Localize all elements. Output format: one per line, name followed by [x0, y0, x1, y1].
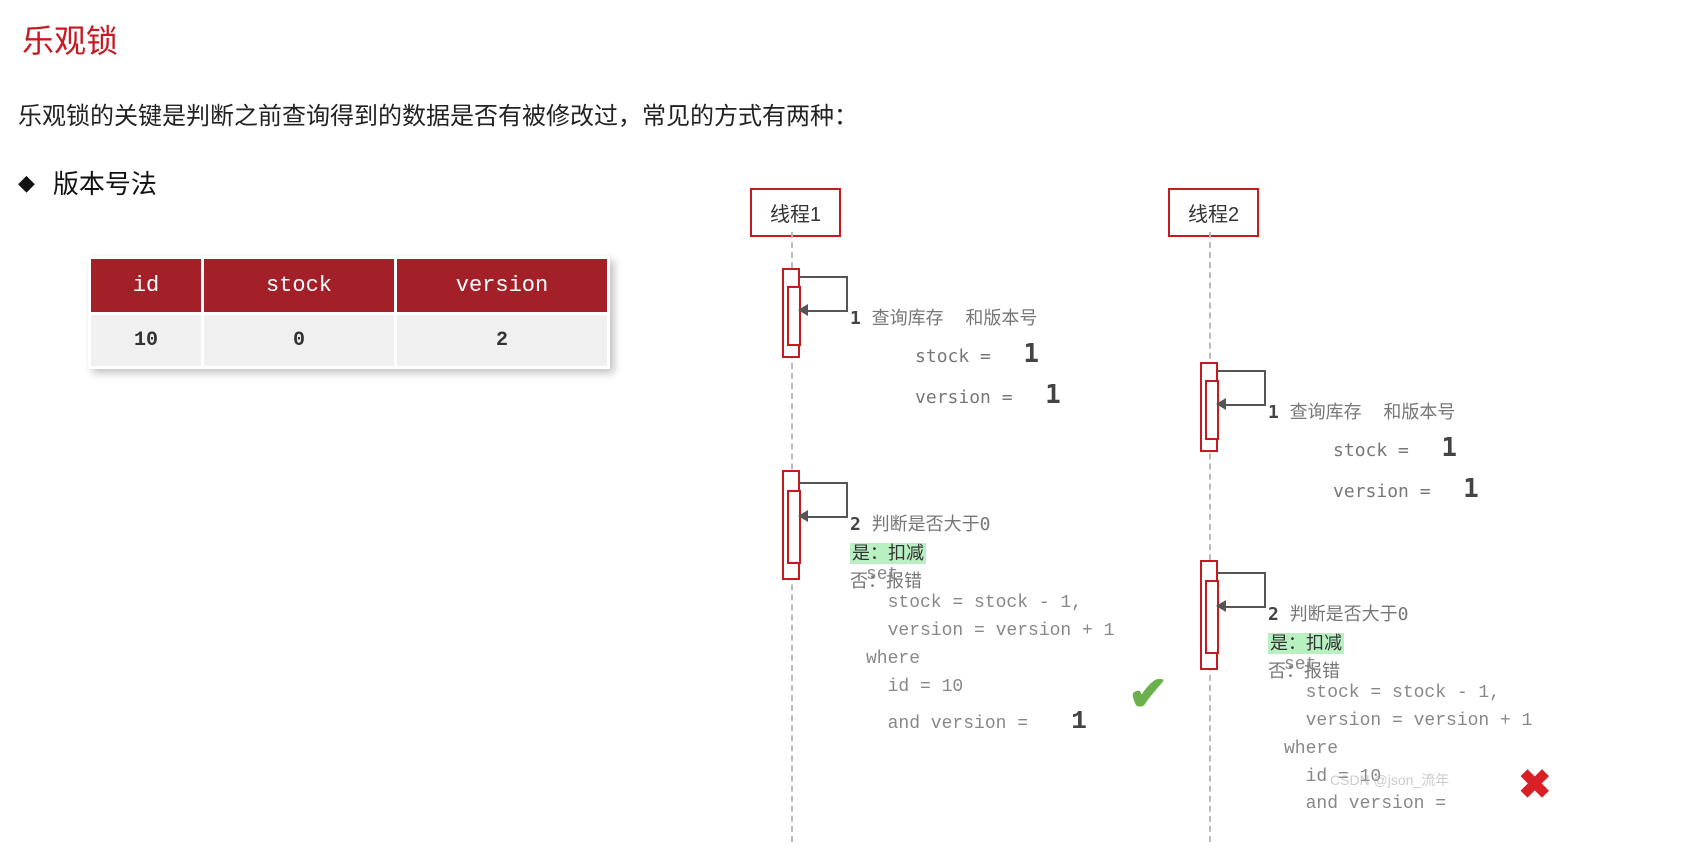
thread2-lifeline — [1209, 232, 1211, 842]
thread1-self-arrow-2 — [800, 482, 848, 518]
thread1-self-arrow-1 — [800, 276, 848, 312]
bullet-row: ◆ 版本号法 — [18, 164, 157, 201]
thread2-self-arrow-2 — [1218, 572, 1266, 608]
diamond-icon: ◆ — [18, 170, 35, 196]
col-version: version — [397, 259, 607, 312]
thread2-activation-1-inner — [1205, 380, 1219, 440]
description-text: 乐观锁的关键是判断之前查询得到的数据是否有被修改过，常见的方式有两种： — [18, 96, 858, 131]
cross-icon: ✖ — [1518, 762, 1552, 808]
thread1-header: 线程1 — [750, 188, 841, 237]
table-header-row: id stock version — [91, 259, 607, 312]
thread1-activation-2-inner — [787, 490, 801, 564]
col-stock: stock — [204, 259, 394, 312]
thread1-activation-1-inner — [787, 286, 801, 346]
col-id: id — [91, 259, 201, 312]
thread1-step2-code: set stock = stock - 1, version = version… — [866, 562, 1114, 742]
cell-id: 10 — [91, 315, 201, 366]
cell-stock: 0 — [204, 315, 394, 366]
bullet-label: 版本号法 — [53, 164, 157, 201]
version-table: id stock version 10 0 2 — [88, 256, 610, 369]
watermark-text: CSDN @json_流年 — [1330, 770, 1449, 790]
check-icon: ✔ — [1128, 666, 1168, 722]
thread2-activation-2-inner — [1205, 580, 1219, 654]
thread2-self-arrow-1 — [1218, 370, 1266, 406]
thread2-step2-code: set stock = stock - 1, version = version… — [1284, 652, 1532, 819]
table-row: 10 0 2 — [91, 315, 607, 366]
page-title: 乐观锁 — [22, 16, 118, 62]
thread2-header: 线程2 — [1168, 188, 1259, 237]
thread2-step1-text: 1 查询库存 和版本号 stock = 1 version = 1 — [1268, 370, 1479, 511]
thread1-step1-text: 1 查询库存 和版本号 stock = 1 version = 1 — [850, 276, 1061, 417]
cell-version: 2 — [397, 315, 607, 366]
